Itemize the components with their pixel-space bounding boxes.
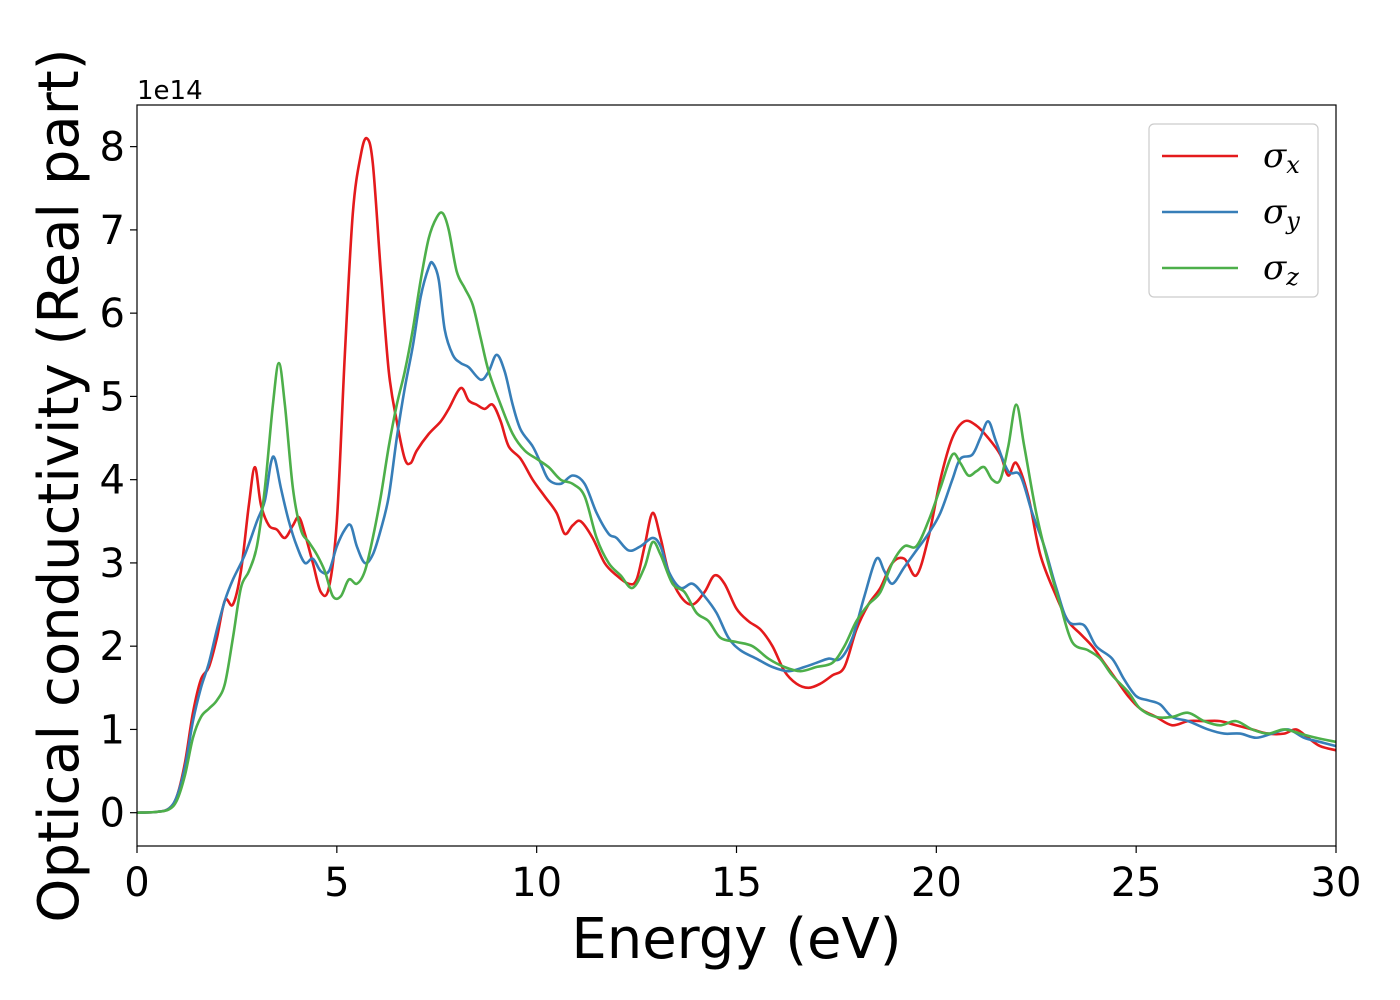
y-tick-label: 4 (100, 458, 125, 504)
x-tick-label: 5 (324, 860, 349, 906)
x-tick-label: 25 (1111, 860, 1162, 906)
y-tick-label: 2 (100, 624, 125, 670)
x-axis: 0 5 10 15 20 25 30 (124, 846, 1361, 906)
x-tick-label: 30 (1311, 860, 1362, 906)
y-tick-label: 7 (100, 208, 125, 254)
y-axis-title: Optical conductivity (Real part) (27, 48, 92, 922)
x-tick-label: 10 (511, 860, 562, 906)
legend-box (1148, 123, 1319, 298)
y-tick-label: 3 (100, 541, 125, 587)
series-layer (137, 136, 1336, 814)
y-tick-label: 6 (100, 291, 125, 337)
x-tick-label: 0 (124, 860, 149, 906)
y-offset-label: 1e14 (137, 76, 203, 106)
legend-subscript: y (1285, 207, 1300, 235)
legend-symbol: σ (1263, 136, 1287, 176)
y-axis: 0 1 2 3 4 5 6 7 8 (100, 125, 137, 837)
x-tick-label: 15 (711, 860, 762, 906)
y-tick-label: 5 (100, 374, 125, 420)
x-axis-title: Energy (eV) (571, 907, 901, 972)
legend-symbol: σ (1263, 248, 1287, 288)
x-tick-label: 20 (911, 860, 962, 906)
y-tick-label: 0 (100, 791, 125, 837)
legend-label-y: σy (1263, 192, 1300, 235)
legend-label-x: σx (1263, 136, 1300, 179)
series-line-z (137, 211, 1336, 814)
legend-subscript: z (1285, 263, 1299, 291)
legend-symbol: σ (1263, 192, 1287, 232)
legend-label-z: σz (1263, 248, 1299, 291)
y-tick-label: 1 (100, 707, 125, 753)
y-tick-label: 8 (100, 125, 125, 171)
legend-subscript: x (1286, 151, 1300, 179)
